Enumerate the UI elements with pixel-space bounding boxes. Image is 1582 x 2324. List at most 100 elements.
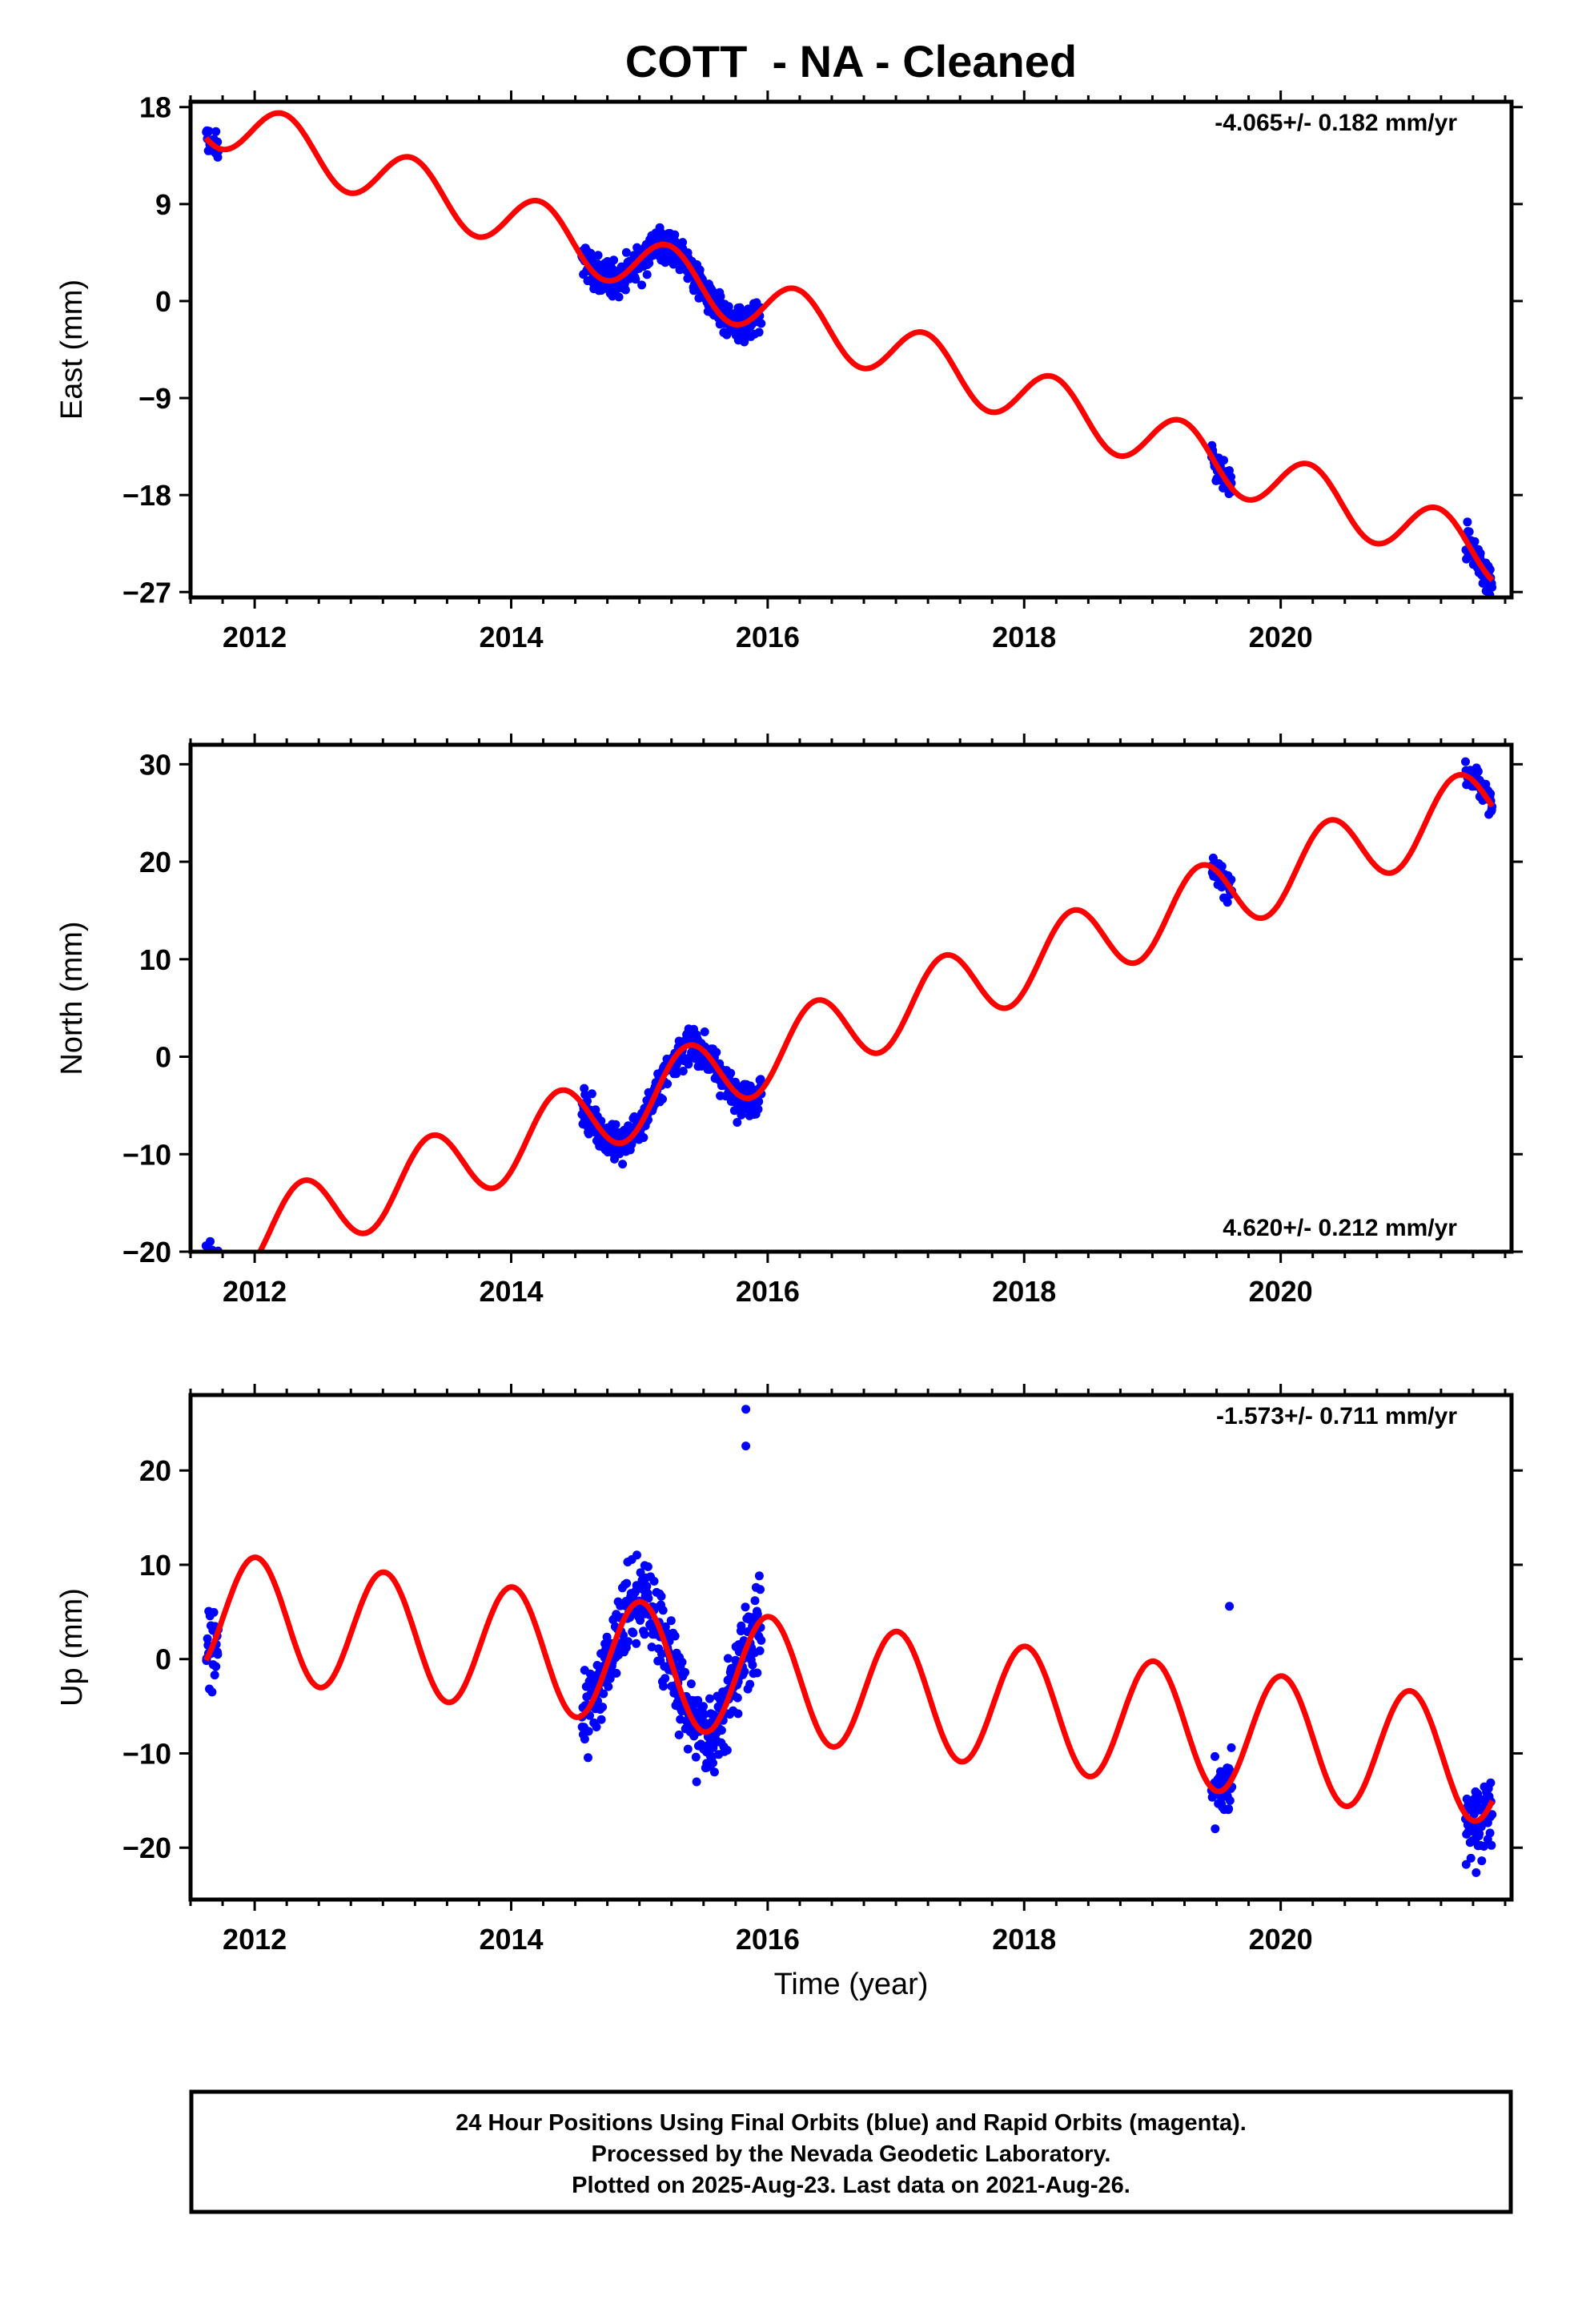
up-data-point [598,1703,608,1712]
up-data-point [733,1709,743,1719]
north-y-tick-label: 30 [139,748,171,781]
up-data-point [657,1649,666,1659]
east-data-point [204,127,214,136]
up-data-point [661,1674,670,1683]
east-data-point [724,302,733,312]
east-data-point [695,265,705,275]
up-data-point [741,1602,750,1612]
up-data-point [584,1727,593,1736]
north-data-point [207,1259,215,1268]
up-data-point [659,1682,669,1691]
up-data-point [1487,1840,1496,1850]
up-data-point [1480,1842,1488,1851]
east-y-tick-label: 18 [139,91,171,124]
up-data-point [709,1743,718,1752]
up-data-point [1225,1795,1235,1805]
east-data-point [1219,456,1228,465]
up-data-point [640,1630,649,1639]
north-data-point [684,1059,693,1069]
up-data-point [1227,1743,1236,1752]
up-data-point [755,1646,765,1655]
up-data-point [612,1668,621,1678]
up-data-point [683,1744,693,1754]
east-x-tick-label: 2016 [736,621,800,653]
east-plot-frame [188,99,1514,600]
north-panel: 30 20 10 0 −10 −20 2012 2014 2016 2018 2020 North (… [55,734,1523,1308]
north-y-axis-label: North (mm) [55,921,89,1075]
up-data-point [731,1655,741,1665]
up-data-point [622,1578,632,1588]
north-data-point [1208,853,1218,862]
up-data-point [642,1582,652,1591]
north-x-tick-label: 2020 [1249,1275,1313,1308]
up-data-point [709,1758,717,1767]
up-panel: 20 10 0 −10 −20 2012 2014 2016 2018 2020 Up (mm) -1… [55,1384,1523,1956]
north-data-point [678,1067,688,1076]
east-data-point [1488,582,1497,592]
up-data-point [709,1767,719,1777]
north-y-tick-label: 0 [155,1041,171,1074]
caption-line-1: 24 Hour Positions Using Final Orbits (bl… [456,2110,1247,2136]
up-x-tick-label: 2020 [1249,1923,1313,1956]
x-axis-label: Time (year) [774,1968,929,2001]
up-data-point [700,1710,709,1719]
up-data-point [1488,1810,1497,1819]
up-data-point [756,1585,765,1594]
up-data-point [674,1730,684,1739]
north-y-tick-label: −10 [122,1138,171,1171]
up-data-point [753,1668,762,1678]
east-y-axis-label: East (mm) [55,279,89,420]
north-data-point [1223,898,1232,907]
north-data-point [215,1269,223,1277]
east-data-point [642,270,652,279]
up-data-point [670,1631,680,1641]
east-x-tick-label: 2014 [479,621,543,653]
east-data-point [754,328,764,337]
east-data-point [1227,472,1235,481]
up-data-point [757,1635,766,1645]
east-data-point [593,251,603,260]
up-data-point [737,1621,746,1630]
up-data-point [748,1660,757,1670]
up-data-point [741,1441,751,1451]
up-data-point [1468,1827,1477,1836]
up-data-point [643,1562,652,1571]
up-data-point [733,1693,742,1703]
up-data-point [656,1591,666,1601]
east-data-point [1487,598,1496,607]
north-data-point [700,1027,709,1036]
up-data-point [740,1667,749,1676]
north-data-point [658,1095,667,1104]
up-data-point [632,1550,641,1560]
up-data-point [1485,1828,1495,1838]
east-data-point [757,319,766,328]
up-data-point [1472,1868,1481,1877]
up-data-point [599,1689,608,1699]
north-y-tick-label: −20 [122,1236,171,1269]
up-data-point [1466,1853,1476,1863]
up-data-point [203,1634,212,1643]
north-data-point [204,1265,213,1274]
caption-line-2: Processed by the Nevada Geodetic Laborat… [592,2141,1111,2167]
up-data-point [692,1777,701,1787]
north-data-point [213,1267,222,1276]
figure-title: COTT - NA - Cleaned [625,36,1077,86]
north-x-tick-label: 2016 [736,1275,800,1308]
east-x-tick-label: 2020 [1249,621,1313,653]
north-y-tick-label: 20 [139,846,171,879]
up-data-point [1461,1860,1471,1869]
caption-line-3: Plotted on 2025-Aug-23. Last data on 202… [572,2173,1130,2198]
up-data-point [604,1682,613,1691]
north-data-point [726,1068,736,1078]
east-model-curve [203,110,1495,582]
up-data-point [632,1638,641,1648]
up-data-point [602,1632,612,1642]
up-data-point [699,1702,708,1711]
north-data-point [211,1256,219,1265]
up-data-point [691,1752,701,1762]
up-data-point [681,1667,690,1677]
up-data-point [723,1654,733,1663]
north-data-point [204,1257,213,1266]
east-data-point [621,247,631,257]
